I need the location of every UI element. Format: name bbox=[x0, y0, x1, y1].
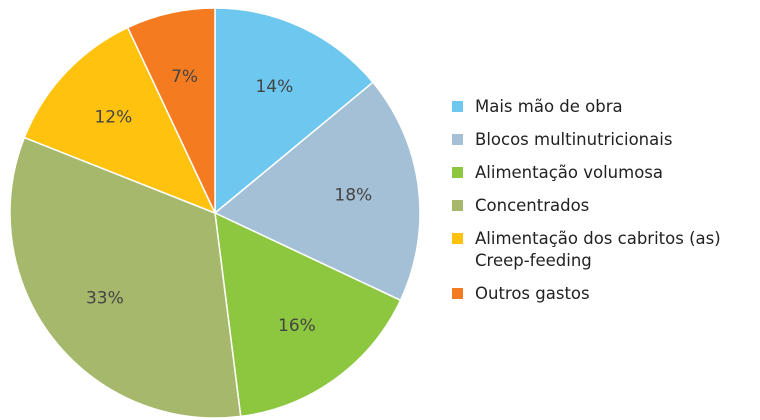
legend-swatch bbox=[452, 288, 463, 299]
slice-label: 33% bbox=[86, 288, 124, 308]
legend-swatch bbox=[452, 167, 463, 178]
pie-slice bbox=[23, 26, 217, 215]
pie-slice bbox=[214, 7, 375, 215]
legend-label: Outros gastos bbox=[475, 284, 590, 303]
legend-item: Concentrados bbox=[444, 195, 756, 217]
pie-slice bbox=[213, 81, 421, 302]
slice-label: 16% bbox=[278, 316, 316, 336]
legend-swatch bbox=[452, 101, 463, 112]
slice-label: 7% bbox=[171, 67, 198, 87]
slice-label: 14% bbox=[255, 77, 293, 97]
pie-chart: 14% 18% 16% 33% 12% 7% bbox=[9, 7, 421, 419]
legend-item: Mais mão de obra bbox=[444, 96, 756, 118]
legend-item: Outros gastos bbox=[444, 283, 756, 305]
legend-label: Blocos multinutricionais bbox=[475, 130, 673, 149]
legend-label: Alimentação dos cabritos (as) Creep-feed… bbox=[475, 229, 721, 270]
legend-item: Blocos multinutricionais bbox=[444, 129, 756, 151]
legend-swatch bbox=[452, 233, 463, 244]
legend-label: Alimentação volumosa bbox=[475, 163, 664, 182]
pie-slice bbox=[9, 136, 242, 419]
legend-item: Alimentação volumosa bbox=[444, 162, 756, 184]
legend-label: Mais mão de obra bbox=[475, 97, 623, 116]
legend-label: Concentrados bbox=[475, 196, 590, 215]
legend-swatch bbox=[452, 200, 463, 211]
slice-label: 18% bbox=[334, 186, 372, 206]
legend-swatch bbox=[452, 134, 463, 145]
slice-label: 12% bbox=[94, 108, 132, 128]
pie-slice bbox=[214, 211, 402, 418]
legend-item: Alimentação dos cabritos (as) Creep-feed… bbox=[444, 228, 756, 272]
legend: Mais mão de obra Blocos multinutricionais… bbox=[444, 96, 756, 316]
pie-slice bbox=[126, 7, 216, 214]
